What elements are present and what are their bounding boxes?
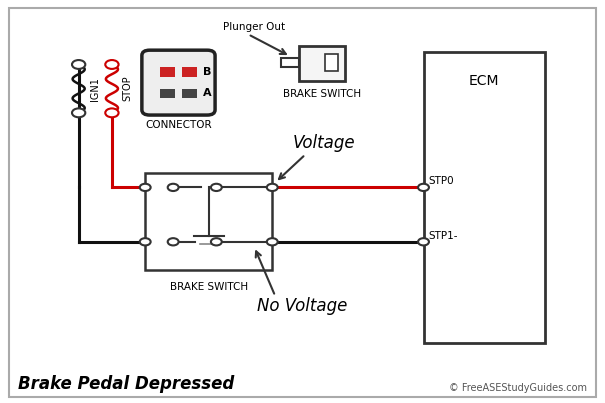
Bar bbox=[281, 58, 299, 67]
Circle shape bbox=[211, 184, 222, 191]
Text: B: B bbox=[203, 67, 211, 77]
Circle shape bbox=[267, 184, 278, 191]
Bar bbox=[182, 67, 197, 77]
Text: BRAKE SWITCH: BRAKE SWITCH bbox=[283, 89, 362, 99]
Circle shape bbox=[140, 238, 151, 245]
Circle shape bbox=[168, 238, 178, 245]
Text: Voltage: Voltage bbox=[292, 134, 355, 152]
Text: STOP: STOP bbox=[123, 76, 133, 102]
Bar bbox=[145, 173, 272, 270]
Bar bbox=[160, 67, 175, 77]
Text: Plunger Out: Plunger Out bbox=[223, 22, 285, 32]
Text: A: A bbox=[203, 89, 211, 98]
Circle shape bbox=[418, 184, 429, 191]
Circle shape bbox=[140, 184, 151, 191]
Bar bbox=[160, 89, 175, 98]
Text: Brake Pedal Depressed: Brake Pedal Depressed bbox=[18, 375, 234, 393]
Circle shape bbox=[72, 108, 85, 117]
Circle shape bbox=[72, 60, 85, 69]
Text: CONNECTOR: CONNECTOR bbox=[145, 120, 212, 130]
FancyBboxPatch shape bbox=[142, 50, 215, 115]
Text: STP0: STP0 bbox=[428, 177, 454, 186]
Bar bbox=[325, 54, 338, 71]
Text: No Voltage: No Voltage bbox=[257, 297, 348, 315]
Text: STP1-: STP1- bbox=[428, 231, 458, 241]
Bar bbox=[299, 46, 345, 81]
Circle shape bbox=[418, 238, 429, 245]
Text: BRAKE SWITCH: BRAKE SWITCH bbox=[169, 282, 248, 292]
Bar bbox=[182, 89, 197, 98]
Circle shape bbox=[267, 238, 278, 245]
Bar bbox=[424, 52, 544, 343]
Text: ECM: ECM bbox=[469, 74, 499, 87]
Circle shape bbox=[168, 184, 178, 191]
Circle shape bbox=[211, 238, 222, 245]
Circle shape bbox=[105, 108, 119, 117]
Circle shape bbox=[105, 60, 119, 69]
Text: IGN1: IGN1 bbox=[90, 77, 100, 101]
Text: © FreeASEStudyGuides.com: © FreeASEStudyGuides.com bbox=[449, 383, 587, 393]
